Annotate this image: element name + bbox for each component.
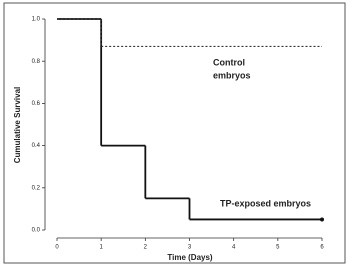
y-tick-label: 0.2 (32, 185, 41, 191)
y-tick-label: 0.0 (32, 228, 41, 234)
y-axis-label: Cumulative Survival (13, 87, 22, 163)
y-tick-label: 0.6 (32, 101, 41, 107)
x-tick-label: 3 (188, 245, 192, 251)
chart-frame (3, 2, 346, 264)
x-tick-label: 2 (144, 245, 148, 251)
y-tick-label: 0.8 (32, 59, 41, 65)
x-axis-label: Time (Days) (167, 253, 213, 262)
annotation: TP-exposed embryos (220, 198, 311, 208)
annotation: Control (213, 57, 245, 67)
y-tick-label: 1.0 (32, 17, 41, 23)
x-tick-label: 0 (55, 245, 59, 251)
x-tick-label: 6 (320, 245, 324, 251)
end-marker (320, 217, 324, 222)
x-tick-label: 4 (232, 245, 236, 251)
y-tick-label: 0.4 (32, 143, 41, 149)
x-tick-label: 1 (99, 245, 103, 251)
x-tick-label: 5 (276, 245, 280, 251)
annotation: embryos (213, 70, 251, 80)
